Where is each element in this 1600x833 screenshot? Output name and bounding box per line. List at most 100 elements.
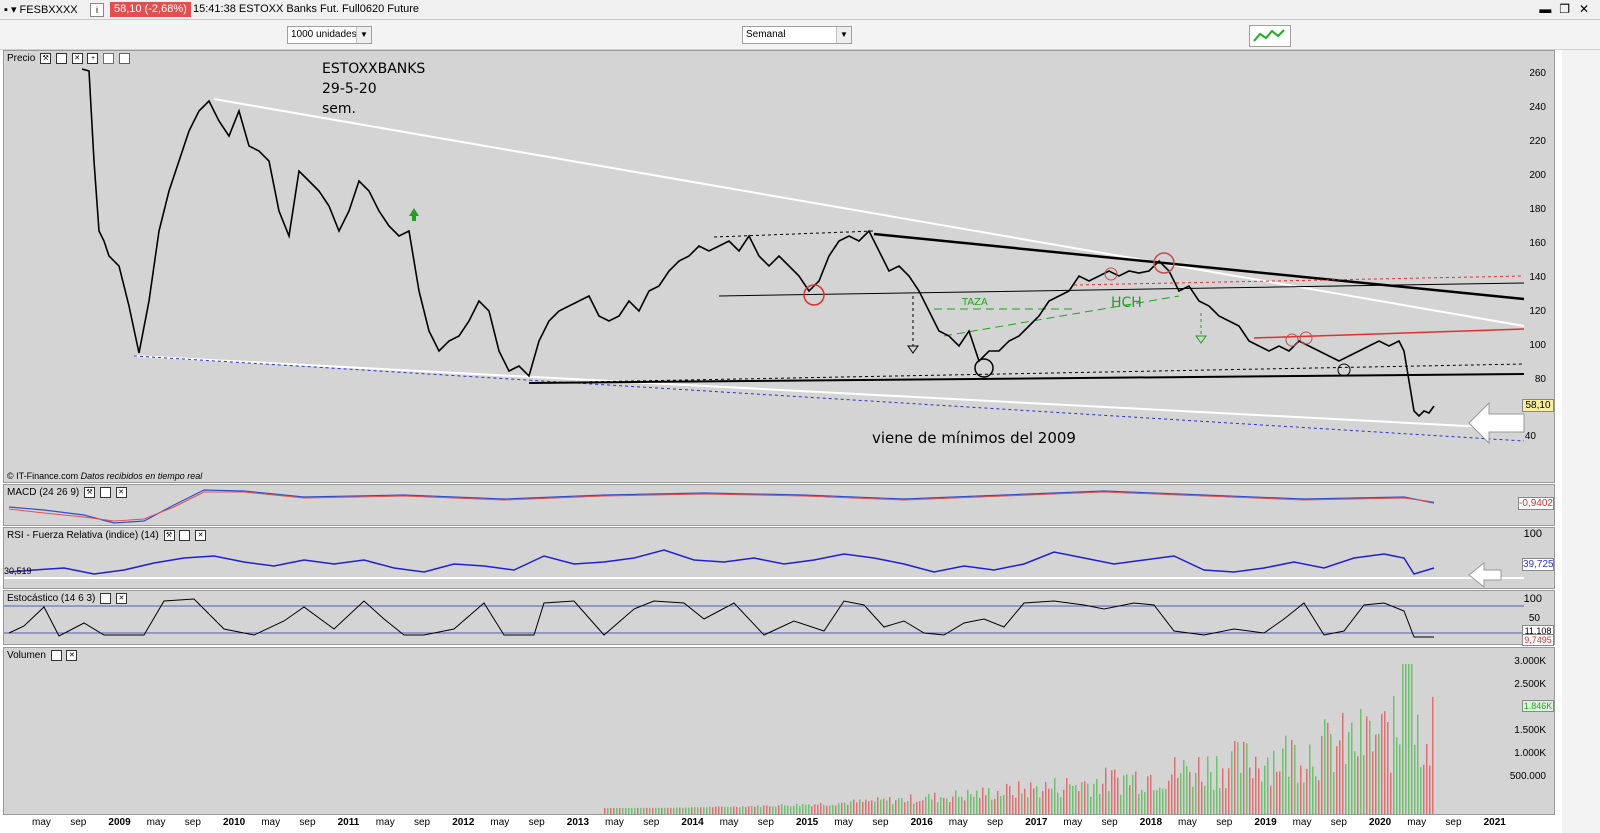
wrench-icon[interactable]: ⚒	[40, 53, 52, 64]
volume-bar	[754, 806, 756, 814]
volume-bar	[1114, 769, 1116, 814]
volume-bar	[604, 808, 606, 814]
volume-bar	[991, 799, 993, 814]
chart-type-button[interactable]	[1249, 25, 1291, 47]
stoch-y-tick: 50	[1528, 613, 1540, 624]
volume-bar	[742, 806, 744, 814]
volume-bar	[1342, 712, 1344, 814]
volume-bar	[1279, 771, 1281, 814]
price-chart	[81, 68, 1525, 445]
x-axis-label: may	[490, 817, 510, 828]
x-axis-label: 2020	[1369, 817, 1392, 828]
volume-bar	[772, 806, 774, 814]
x-axis-label: sep	[70, 817, 87, 828]
wrench-icon[interactable]: ⚒	[84, 487, 96, 498]
wrench-icon[interactable]: ⚒	[163, 530, 175, 541]
volume-bar	[892, 804, 894, 814]
right-scrollbar[interactable]	[1562, 50, 1600, 833]
info-icon[interactable]: i	[90, 3, 104, 17]
close-icon[interactable]: ✕	[66, 650, 78, 661]
volume-bar	[781, 804, 783, 814]
volume-bar	[1054, 777, 1056, 814]
close-icon[interactable]: ✕	[1578, 2, 1590, 16]
x-axis-label: 2012	[452, 817, 475, 828]
volume-bar	[1240, 772, 1242, 814]
volume-bar	[958, 796, 960, 814]
volume-bar	[1051, 788, 1053, 814]
volume-bar	[718, 806, 720, 814]
x-axis-label: 2009	[108, 817, 131, 828]
copyright: © IT-Finance.com Datos recibidos en tiem…	[7, 471, 203, 481]
volume-bar	[1129, 785, 1131, 814]
period-select[interactable]: Semanal ▼	[742, 26, 852, 44]
window-icon[interactable]	[179, 530, 191, 541]
volume-bar	[886, 800, 888, 814]
stoch-chart	[4, 598, 1524, 638]
volume-bar	[1165, 788, 1167, 814]
volume-bar	[628, 807, 630, 814]
volume-bar	[808, 804, 810, 814]
volume-bar	[1132, 774, 1134, 814]
down-arrow-icon	[907, 345, 919, 354]
stoch-panel: Estocástico (14 6 3) ✕ 100 50 11,108 9,7…	[3, 590, 1555, 646]
x-axis-label: 2019	[1254, 817, 1277, 828]
window-icon[interactable]	[100, 593, 112, 604]
hch-label: HCH	[1111, 295, 1142, 311]
volume-bar	[850, 801, 852, 814]
volume-bar	[1150, 774, 1152, 814]
red-circle-marker	[803, 284, 825, 306]
volume-bar	[703, 807, 705, 814]
restore-icon[interactable]: ❐	[1559, 2, 1571, 16]
window-icon[interactable]	[99, 487, 111, 498]
window-icon[interactable]	[50, 650, 62, 661]
x-axis-label: sep	[414, 817, 431, 828]
volume-bar	[1216, 756, 1218, 814]
price-y-tick: 40	[1524, 431, 1536, 442]
price-y-axis: 260 240 220 200 180 160 140 120 100 80	[1529, 68, 1546, 385]
volume-bar	[763, 805, 765, 814]
volume-bar	[1414, 744, 1416, 814]
x-axis-label: may	[1292, 817, 1312, 828]
close-icon[interactable]: ✕	[195, 530, 207, 541]
volume-bar	[655, 807, 657, 814]
taza-label: TAZA	[962, 297, 988, 308]
units-select[interactable]: 1000 unidades ▼	[287, 26, 372, 44]
volume-bar	[1351, 722, 1353, 814]
export-icon[interactable]	[103, 53, 115, 64]
minimize-icon[interactable]: ▬	[1539, 2, 1552, 16]
volume-bar	[1141, 789, 1143, 814]
x-axis-label: may	[719, 817, 739, 828]
volume-bar	[964, 800, 966, 814]
current-price-tag: 58,10	[1522, 399, 1554, 412]
ticker-selector[interactable]: ▪ ▾ FESBXXXX	[4, 4, 78, 16]
volume-bar	[778, 805, 780, 814]
macd-panel: MACD (24 26 9) ⚒ ✕ -0,9402	[3, 484, 1555, 526]
volume-bar	[637, 807, 639, 814]
close-icon[interactable]: ✕	[115, 487, 127, 498]
volume-bar	[1363, 755, 1365, 814]
x-axis-label: 2013	[566, 817, 590, 828]
volume-bar	[1369, 720, 1371, 814]
volume-bar	[1252, 778, 1254, 814]
volume-bar	[1297, 782, 1299, 814]
volume-bar	[1411, 664, 1413, 814]
red-circle-marker	[1285, 333, 1299, 347]
volume-bar	[709, 806, 711, 814]
close-icon[interactable]: ✕	[115, 593, 127, 604]
add-icon[interactable]: +	[87, 53, 99, 64]
volume-bar	[814, 804, 816, 814]
close-icon[interactable]: ✕	[71, 53, 83, 64]
volume-bar	[943, 797, 945, 814]
candlestick-chart-icon	[1253, 29, 1285, 42]
remove-icon[interactable]	[119, 53, 131, 64]
volume-bar	[667, 807, 669, 814]
volume-bar	[625, 807, 627, 814]
volume-bar	[1096, 778, 1098, 814]
volume-bar	[688, 807, 690, 814]
volume-bar	[1231, 751, 1233, 814]
volume-bar	[1030, 782, 1032, 814]
volume-bar	[1387, 721, 1389, 814]
blue-dotted-line	[133, 355, 1525, 442]
volume-bar	[1081, 782, 1083, 814]
window-icon[interactable]	[55, 53, 67, 64]
